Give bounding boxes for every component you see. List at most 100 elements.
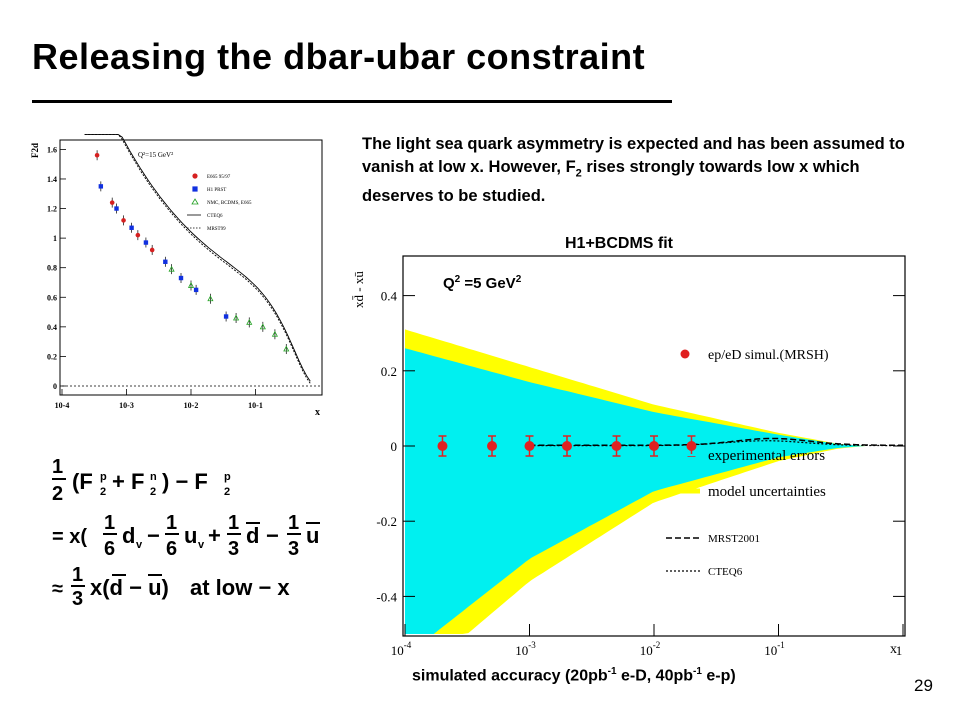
legend-label: model uncertainties	[708, 484, 826, 500]
svg-text:−: −	[266, 523, 279, 548]
svg-text:3: 3	[72, 588, 83, 605]
svg-text:−: −	[147, 523, 160, 548]
f2d-ytick-label: 1	[53, 234, 57, 243]
legend-label: CTEQ6	[708, 566, 743, 578]
f2d-legend-marker	[192, 186, 198, 192]
f2d-point-h1	[163, 259, 168, 264]
q2-annotation: Q2 =5 GeV2	[443, 274, 522, 292]
svg-text:1: 1	[104, 512, 115, 534]
f2d-point-e665	[135, 232, 141, 238]
svg-text:+ F: + F	[112, 469, 144, 494]
f2d-ytick-label: 1.4	[47, 175, 57, 184]
svg-text:v: v	[136, 539, 143, 551]
svg-text:6: 6	[166, 538, 177, 560]
f2d-ytick-label: 0.2	[47, 352, 57, 361]
legend-simulated-marker	[680, 349, 690, 359]
legend-label: ep/eD simul.(MRSH)	[708, 348, 829, 363]
f2d-point-h1	[193, 287, 199, 293]
legend-label: MRST2001	[708, 533, 760, 545]
f2d-point-nmc	[283, 345, 290, 352]
asymmetry-ytick-label: -0.2	[376, 514, 397, 529]
f2d-ytick-label: 0.8	[47, 264, 57, 273]
svg-text:at low − x: at low − x	[190, 575, 290, 600]
f2d-legend-label: CTEQ6	[207, 214, 223, 219]
asymmetry-xtick-label: 10-2	[640, 640, 661, 658]
simulated-data-point	[649, 441, 659, 451]
f2d-point-h1	[98, 184, 104, 189]
asymmetry-xtick-label: 10-4	[391, 640, 412, 658]
f2d-point-h1	[129, 225, 134, 230]
f2d-legend-label: E665 95/97	[207, 175, 231, 180]
svg-text:3: 3	[288, 538, 299, 560]
page-number: 29	[914, 676, 933, 695]
f2d-xtick-label: 10-2	[184, 401, 199, 410]
asymmetry-formula: 1 2 (F 2 p + F 2 n ) − F 2 p = x( 1 6 d …	[52, 456, 320, 605]
f2d-ytick-label: 1.6	[47, 145, 57, 154]
asymmetry-ytick-label: 0	[391, 439, 398, 454]
f2d-legend-marker	[191, 198, 199, 205]
svg-text:x(d − u): x(d − u)	[90, 575, 169, 600]
asymmetry-ytick-label: 0.2	[381, 364, 397, 379]
simulated-data-point	[611, 441, 622, 451]
simulated-data-point	[686, 441, 697, 451]
simulated-data-point	[437, 441, 448, 451]
f2d-ylabel: F2d	[30, 143, 40, 158]
f2d-point-nmc	[233, 314, 240, 321]
f2d-point-e665	[94, 153, 100, 158]
title-underline	[32, 100, 672, 103]
svg-text:6: 6	[104, 538, 115, 560]
f2d-point-h1	[143, 240, 149, 245]
f2d-ytick-label: 0.4	[47, 323, 57, 332]
f2d-legend-label: MRST99	[207, 227, 226, 232]
f2d-point-nmc	[246, 318, 253, 325]
slide-description: The light sea quark asymmetry is expecte…	[362, 135, 905, 206]
simulated-data-point	[487, 441, 498, 451]
svg-text:1: 1	[72, 564, 83, 586]
f2d-point-nmc	[168, 265, 175, 272]
asymmetry-ylabel: xd̄ - xū	[351, 271, 366, 308]
f2d-chart: 0 0.2 0.4 0.6 0.8 1 1.2 1.4 1.6 10-4 10-3 10-2 10-1…	[30, 134, 323, 418]
asymmetry-chart: H1+BCDMS fit 0.4 0.2 0 -0.2 -0.4 10-4 10-3 10-…	[351, 235, 906, 658]
svg-text:) − F: ) − F	[162, 469, 208, 494]
f2d-xtick-label: 10-4	[55, 401, 70, 410]
simulated-data-point	[561, 441, 572, 451]
svg-text:= x(: = x(	[52, 526, 87, 548]
svg-text:3: 3	[228, 538, 239, 560]
svg-text:1: 1	[228, 512, 239, 534]
f2d-point-e665	[149, 247, 155, 253]
svg-text:2: 2	[52, 483, 63, 505]
svg-text:u: u	[306, 523, 319, 548]
f2d-xtick-label: 10-3	[119, 401, 134, 410]
f2d-point-h1	[178, 275, 184, 281]
svg-text:1: 1	[166, 512, 177, 534]
svg-text:p: p	[224, 471, 231, 483]
f2d-xtick-label: 10-1	[248, 401, 263, 410]
svg-text:(F: (F	[72, 469, 93, 494]
f2d-ytick-label: 1.2	[47, 205, 57, 214]
f2d-ytick-label: 0	[53, 382, 57, 391]
asymmetry-xlabel: x	[890, 642, 897, 657]
f2d-ytick-label: 0.6	[47, 293, 57, 302]
legend-label: experimental errors	[708, 448, 825, 464]
f2d-point-h1	[223, 314, 229, 319]
simulation-caption: simulated accuracy (20pb-1 e-D, 40pb-1 e…	[412, 666, 736, 685]
f2d-point-nmc	[207, 295, 214, 302]
asymmetry-ytick-label: -0.4	[376, 589, 397, 604]
svg-text:d: d	[246, 523, 259, 548]
f2d-point-h1	[114, 206, 119, 211]
f2d-point-nmc	[271, 330, 278, 337]
f2d-q2-annotation: Q²=15 GeV²	[138, 151, 173, 159]
slide-title: Releasing the dbar-ubar constraint	[32, 36, 646, 77]
f2d-point-nmc	[187, 281, 195, 288]
asymmetry-xtick-label: 10-1	[764, 640, 785, 658]
asymmetry-chart-title: H1+BCDMS fit	[565, 235, 674, 252]
svg-text:p: p	[100, 471, 107, 483]
svg-text:d: d	[122, 523, 135, 548]
svg-text:2: 2	[224, 486, 230, 498]
asymmetry-xtick-label: 1	[896, 643, 903, 658]
svg-text:n: n	[150, 471, 157, 483]
asymmetry-ytick-label: 0.4	[381, 289, 398, 304]
asymmetry-xtick-label: 10-3	[515, 640, 536, 658]
f2d-point-nmc	[259, 323, 266, 330]
f2d-point-e665	[109, 200, 115, 205]
